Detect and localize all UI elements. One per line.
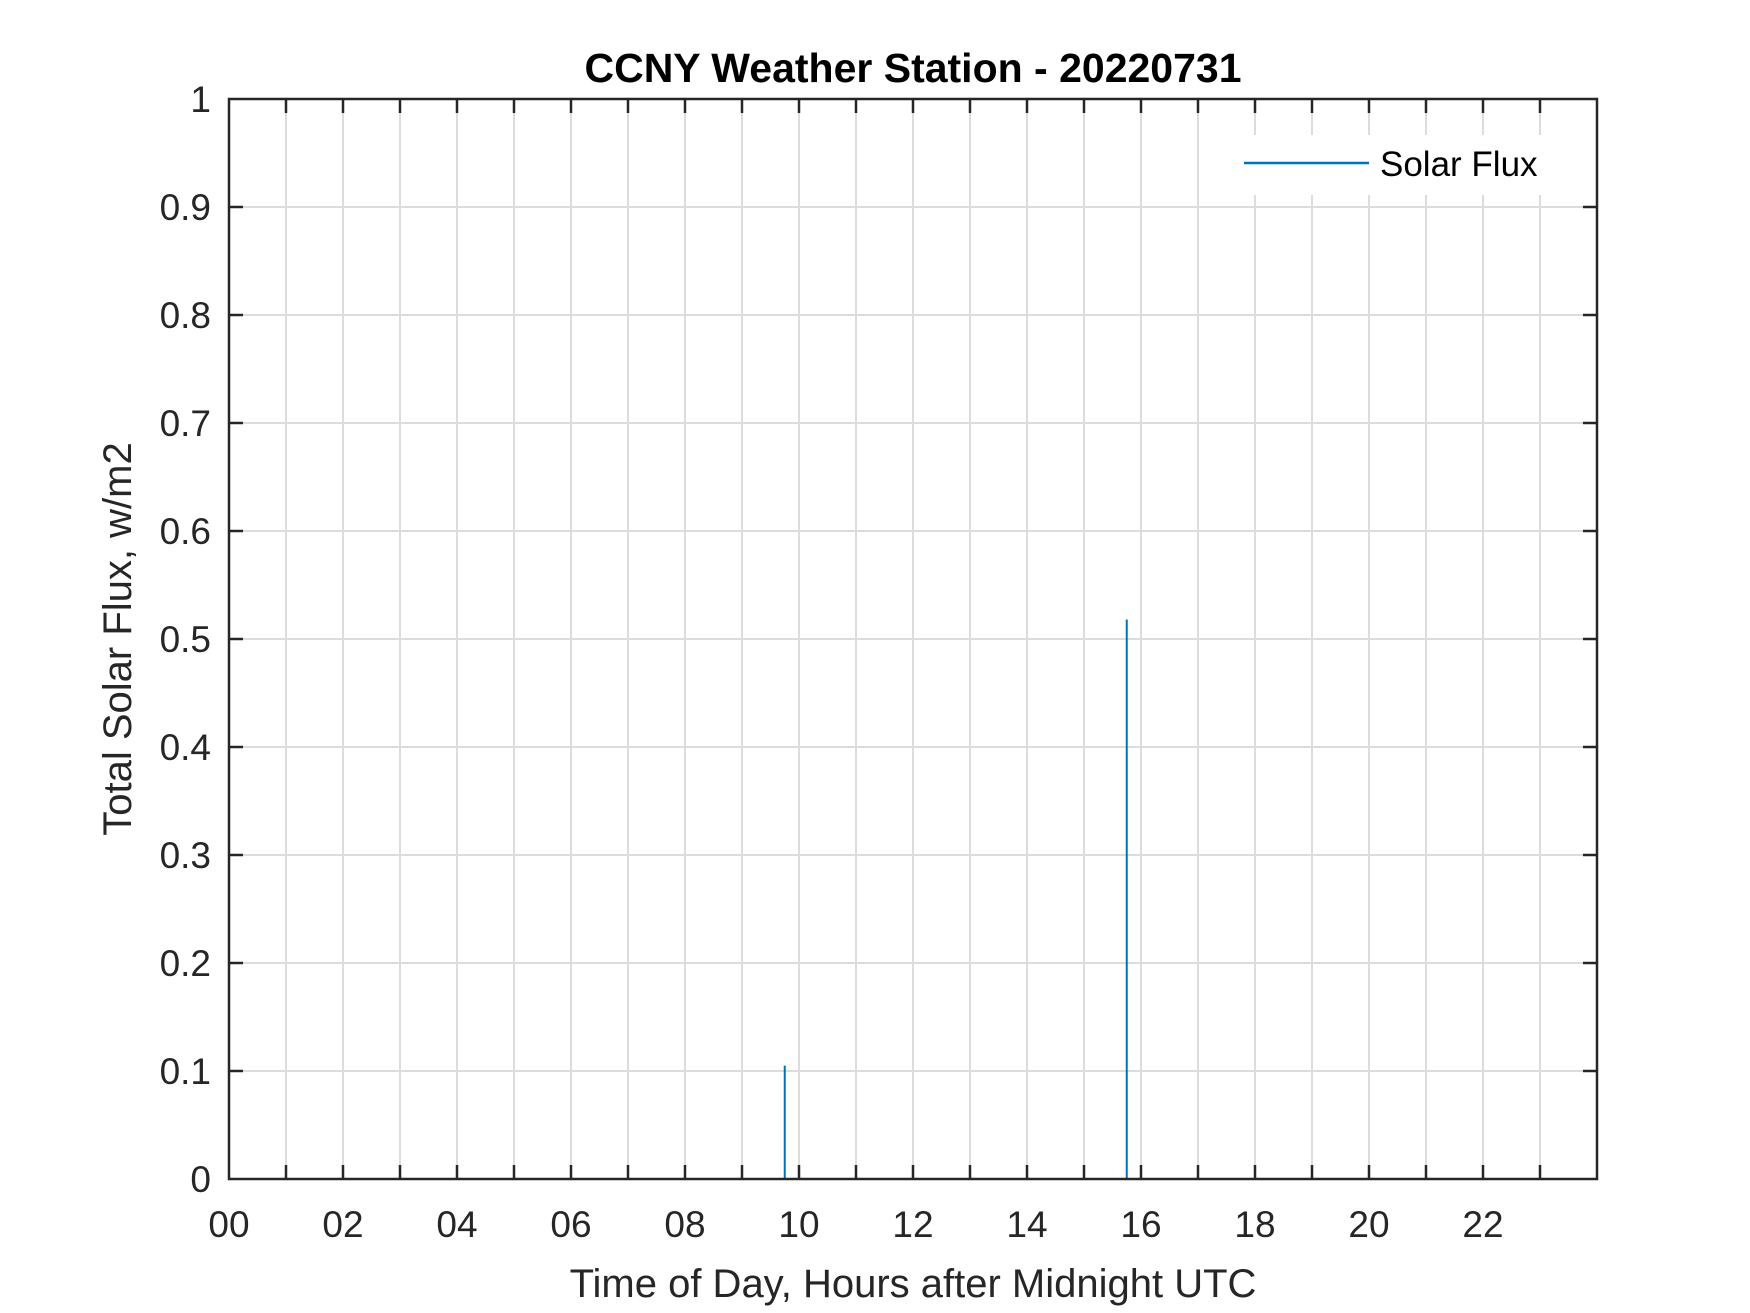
- x-tick-label: 08: [664, 1204, 705, 1245]
- x-tick-label: 10: [778, 1204, 819, 1245]
- chart-title: CCNY Weather Station - 20220731: [584, 45, 1241, 91]
- y-tick-label: 0.2: [160, 943, 211, 984]
- y-tick-label: 0.4: [160, 727, 211, 768]
- y-tick-label: 1: [190, 79, 211, 120]
- y-axis-label: Total Solar Flux, w/m2: [96, 442, 140, 835]
- x-tick-label: 12: [892, 1204, 933, 1245]
- y-tick-label: 0.5: [160, 619, 211, 660]
- x-tick-label: 00: [208, 1204, 249, 1245]
- legend: Solar Flux: [1228, 135, 1578, 195]
- data-series: [783, 619, 1128, 1179]
- y-tick-label: 0.7: [160, 403, 211, 444]
- x-tick-label: 14: [1006, 1204, 1047, 1245]
- y-tick-label: 0: [190, 1159, 211, 1200]
- legend-box: [1228, 135, 1578, 195]
- x-tick-label: 20: [1348, 1204, 1389, 1245]
- x-tick-label: 02: [322, 1204, 363, 1245]
- x-tick-label: 22: [1462, 1204, 1503, 1245]
- legend-label-solar-flux: Solar Flux: [1380, 145, 1538, 184]
- y-tick-label: 0.9: [160, 187, 211, 228]
- y-tick-label: 0.3: [160, 835, 211, 876]
- grid: [229, 99, 1597, 1179]
- x-axis-label: Time of Day, Hours after Midnight UTC: [570, 1262, 1257, 1306]
- ticks: 00 02 04 06 08 10 12 14 16 18 20 22 0 0.1 0.2 0.3 0.4 0.5…: [160, 79, 1597, 1245]
- x-tick-label: 18: [1234, 1204, 1275, 1245]
- y-tick-label: 0.6: [160, 511, 211, 552]
- x-tick-label: 16: [1120, 1204, 1161, 1245]
- x-tick-label: 04: [436, 1204, 477, 1245]
- x-tick-label: 06: [550, 1204, 591, 1245]
- y-tick-label: 0.8: [160, 295, 211, 336]
- y-tick-label: 0.1: [160, 1051, 211, 1092]
